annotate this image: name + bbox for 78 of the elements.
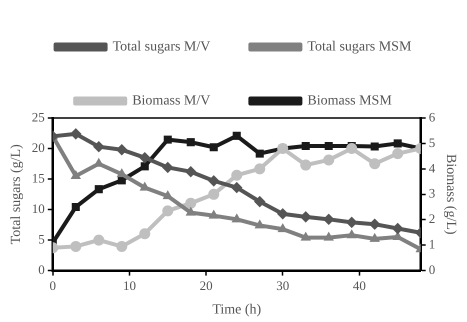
point (208, 188, 220, 200)
point (232, 214, 242, 222)
y-tick-label: 15 (32, 170, 45, 186)
point (323, 214, 334, 225)
y-axis-title: Total sugars (g/L) (9, 144, 24, 244)
point (162, 205, 174, 216)
y2-axis-title: Biomass (g/L) (442, 154, 458, 235)
point (185, 198, 196, 209)
point (210, 143, 218, 152)
point (369, 158, 380, 170)
point (370, 233, 380, 242)
point (277, 208, 288, 220)
point (300, 160, 312, 171)
point (346, 216, 358, 228)
point (254, 196, 266, 208)
point (139, 152, 150, 164)
point (346, 230, 357, 238)
point (186, 207, 196, 216)
point (346, 143, 358, 154)
point (139, 228, 150, 240)
point (208, 175, 220, 186)
point (231, 182, 242, 194)
point (324, 142, 333, 150)
y2-tick-label: 6 (428, 109, 436, 124)
y-tick-label: 20 (32, 140, 45, 155)
point (300, 211, 312, 222)
point (394, 139, 402, 148)
y-tick-label: 0 (38, 262, 45, 278)
point (70, 240, 82, 252)
point (116, 168, 127, 178)
point (231, 170, 242, 181)
point (392, 148, 404, 160)
point (93, 234, 104, 246)
point (392, 222, 404, 234)
point (232, 132, 241, 140)
x-tick-label: 0 (50, 278, 56, 293)
point (208, 210, 219, 219)
y-tick-label: 10 (32, 200, 45, 216)
legend-label: Biomass MSM (307, 94, 392, 109)
y-tick-label: 5 (38, 232, 45, 246)
point (186, 138, 195, 146)
point (116, 144, 128, 156)
point (300, 232, 311, 241)
point (118, 176, 126, 184)
point (369, 218, 380, 230)
y2-tick-label: 1 (428, 236, 436, 252)
point (324, 232, 334, 241)
y2-tick-label: 5 (428, 134, 436, 150)
legend-label: Total sugars MSM (307, 40, 412, 55)
point (70, 128, 82, 140)
point (162, 162, 174, 173)
legend-label: Total sugars M/V (112, 40, 210, 55)
point (116, 240, 128, 252)
x-tick-label: 20 (200, 278, 213, 293)
point (94, 185, 103, 194)
point (370, 142, 379, 151)
point (93, 141, 104, 152)
point (254, 220, 265, 228)
point (185, 166, 196, 178)
y2-tick-label: 4 (428, 160, 436, 176)
point (72, 202, 80, 212)
point (140, 162, 149, 170)
x-tick-label: 40 (352, 278, 366, 293)
point (70, 170, 81, 179)
x-axis-title: Time (h) (212, 302, 262, 318)
x-tick-label: 30 (276, 278, 290, 293)
y2-tick-label: 2 (428, 211, 436, 226)
x-tick-label: 10 (122, 278, 136, 293)
y2-tick-label: 3 (428, 186, 436, 201)
y-tick-label: 25 (32, 109, 45, 124)
point (164, 136, 172, 144)
point (256, 150, 264, 158)
point (302, 142, 310, 150)
point (254, 163, 266, 174)
point (323, 154, 334, 166)
point (162, 190, 173, 200)
y2-tick-label: 0 (428, 262, 436, 278)
legend-label: Biomass M/V (132, 94, 210, 109)
